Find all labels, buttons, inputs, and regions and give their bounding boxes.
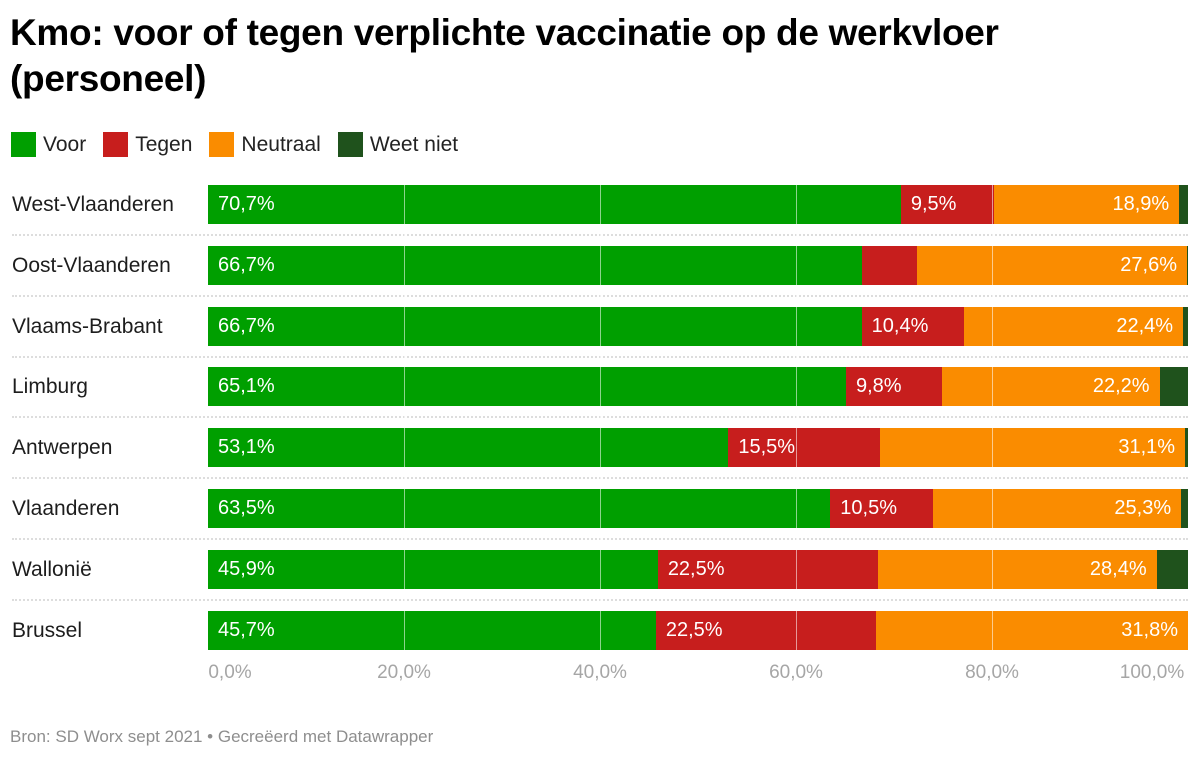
x-tick-label-20: 20,0% [377,662,431,683]
bar-voor-west-vlaanderen [208,185,901,224]
data-label-neutraal-west-vlaanderen: 18,9% [1112,193,1170,215]
row-label-brussel: Brussel [12,618,83,642]
bar-neutraal-vlaams-brabant [963,306,1184,346]
data-label-voor-wallonie: 45,9% [218,557,275,580]
data-label-neutraal-brussel: 31,8% [1121,618,1178,641]
x-tick-label-100: 100,0% [1119,662,1185,683]
data-label-neutraal-antwerpen: 31,1% [1118,436,1176,459]
bar-tegen-brussel [655,610,877,650]
legend-label-voor: Voor [43,132,87,156]
gridline-60 [796,185,797,650]
data-label-voor-vlaams-brabant: 66,7% [218,314,275,337]
legend-item-neutraal: Neutraal [209,132,321,157]
bar-neutraal-west-vlaanderen [993,185,1180,224]
row-label-vlaams-brabant: Vlaams-Brabant [12,314,163,338]
bar-voor-wallonie [208,549,658,589]
bar-neutraal-limburg [942,367,1160,407]
data-label-tegen-brussel: 22,5% [665,618,723,641]
bar-voor-vlaams-brabant [208,306,862,346]
bar-tegen-west-vlaanderen [900,185,994,224]
bar-weet-niet-limburg [1159,367,1188,407]
bar-tegen-vlaams-brabant [861,306,964,346]
x-tick-label-80: 80,0% [965,662,1019,683]
bar-voor-limburg [208,367,846,407]
data-label-tegen-wallonie: 22,5% [667,557,725,580]
gridline-40 [600,185,601,650]
row-label-oost-vlaanderen: Oost-Vlaanderen [12,253,171,277]
data-label-voor-antwerpen: 53,1% [218,436,275,459]
legend-swatch-voor [11,132,36,157]
legend: Voor Tegen Neutraal Weet niet [11,132,475,157]
data-label-voor-vlaanderen: 63,5% [218,497,275,519]
data-label-neutraal-vlaanderen: 25,3% [1114,497,1172,519]
data-label-tegen-limburg: 9,8% [855,375,902,398]
bar-neutraal-brussel [876,610,1188,650]
bar-weet-niet-vlaams-brabant [1183,306,1188,346]
data-label-tegen-antwerpen: 15,5% [738,436,796,459]
legend-label-weet-niet: Weet niet [369,132,459,156]
source-footer: Bron: SD Worx sept 2021 • Gecreëerd met … [10,727,434,746]
legend-swatch-weet-niet [337,132,363,157]
legend-swatch-tegen [103,132,129,157]
data-label-neutraal-oost-vlaanderen: 27,6% [1120,253,1178,276]
bar-neutraal-wallonie [878,549,1157,589]
bar-weet-niet-vlaanderen [1181,489,1188,528]
bar-voor-oost-vlaanderen [208,245,862,285]
bar-tegen-wallonie [657,549,879,589]
data-label-tegen-vlaanderen: 10,5% [840,497,898,519]
gridline-80 [992,185,993,650]
row-label-wallonie: Wallonië [12,557,92,581]
bar-voor-brussel [208,610,656,650]
data-label-tegen-west-vlaanderen: 9,5% [910,193,957,215]
row-label-antwerpen: Antwerpen [12,436,113,460]
bar-neutraal-oost-vlaanderen [916,245,1187,285]
legend-item-voor: Voor [11,132,86,157]
data-label-voor-west-vlaanderen: 70,7% [218,193,275,215]
bar-weet-niet-antwerpen [1185,428,1188,468]
bar-weet-niet-west-vlaanderen [1179,185,1188,224]
bar-tegen-vlaanderen [830,489,934,528]
x-tick-label-40: 40,0% [573,662,627,683]
legend-item-weet-niet: Weet niet [337,132,459,157]
bar-voor-vlaanderen [208,489,831,528]
bar-weet-niet-wallonie [1156,549,1188,589]
data-label-tegen-vlaams-brabant: 10,4% [871,314,929,337]
bar-tegen-antwerpen [728,428,881,468]
data-label-neutraal-vlaams-brabant: 22,4% [1116,314,1174,337]
bar-weet-niet-oost-vlaanderen [1187,245,1188,285]
data-label-neutraal-wallonie: 28,4% [1089,557,1147,580]
legend-label-neutraal: Neutraal [241,132,321,156]
legend-label-tegen: Tegen [135,132,193,156]
data-label-voor-oost-vlaanderen: 66,7% [218,253,275,276]
legend-swatch-neutraal [209,132,235,157]
bar-voor-antwerpen [208,428,729,468]
data-label-neutraal-limburg: 22,2% [1092,375,1150,398]
chart-title: Kmo: voor of tegen verplichte vaccinatie… [10,12,999,99]
x-tick-label-60: 60,0% [769,662,823,683]
legend-item-tegen: Tegen [103,132,192,157]
data-label-voor-limburg: 65,1% [218,375,275,398]
bar-tegen-limburg [845,367,942,407]
row-label-west-vlaanderen: West-Vlaanderen [12,193,174,216]
bar-neutraal-vlaanderen [933,489,1182,528]
row-label-limburg: Limburg [12,375,88,399]
x-tick-label-0: 0,0% [208,662,252,683]
bar-tegen-oost-vlaanderen [861,245,917,285]
bar-neutraal-antwerpen [880,428,1186,468]
row-label-vlaanderen: Vlaanderen [12,497,120,520]
gridline-20 [404,185,405,650]
data-label-voor-brussel: 45,7% [218,618,275,641]
